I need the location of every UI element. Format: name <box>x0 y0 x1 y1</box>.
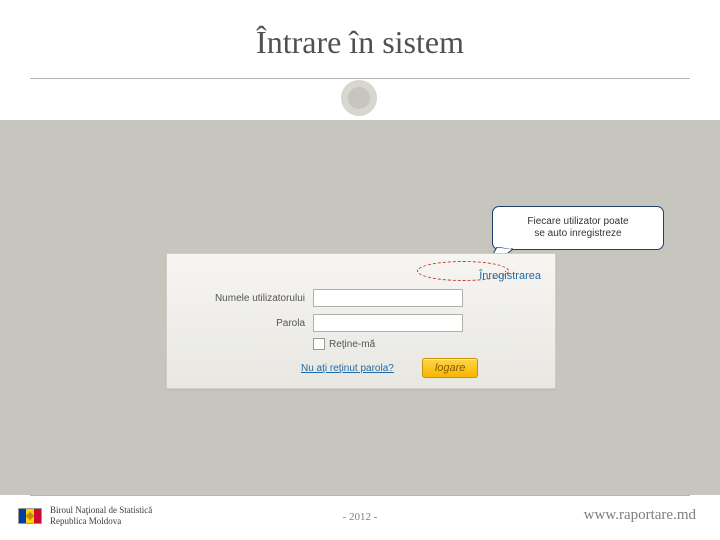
register-row: Înregistrarea <box>181 264 541 282</box>
password-label: Parola <box>181 318 313 329</box>
callout-line1: Fiecare utilizator poate <box>527 216 628 227</box>
title-area: Întrare în sistem <box>0 0 720 120</box>
callout-bubble: Fiecare utilizator poate se auto inregis… <box>492 206 664 250</box>
login-button[interactable]: logare <box>422 358 479 378</box>
body-region: Fiecare utilizator poate se auto inregis… <box>0 120 720 495</box>
row-actions: Nu aţi reţinut parola? logare <box>181 358 541 378</box>
callout-line2: se auto inregistreze <box>534 228 621 239</box>
remember-label: Reţine-mă <box>329 339 375 350</box>
slide: Întrare în sistem Fiecare utilizator poa… <box>0 0 720 540</box>
footer: Biroul Naţional de Statistică Republica … <box>0 495 720 540</box>
title-rule <box>30 78 690 79</box>
footer-url: www.raportare.md <box>584 507 696 524</box>
password-input[interactable] <box>313 314 463 332</box>
page-title: Întrare în sistem <box>0 24 720 61</box>
username-label: Numele utilizatorului <box>181 293 313 304</box>
row-password: Parola <box>181 314 541 332</box>
username-input[interactable] <box>313 289 463 307</box>
footer-rule <box>30 495 690 496</box>
title-ring-decoration <box>341 80 377 116</box>
forgot-password-link[interactable]: Nu aţi reţinut parola? <box>301 363 394 374</box>
row-username: Numele utilizatorului <box>181 289 541 307</box>
row-remember: Reţine-mă <box>181 338 541 350</box>
register-link[interactable]: Înregistrarea <box>479 270 541 282</box>
remember-checkbox[interactable] <box>313 338 325 350</box>
login-panel: Înregistrarea Numele utilizatorului Paro… <box>166 253 556 389</box>
